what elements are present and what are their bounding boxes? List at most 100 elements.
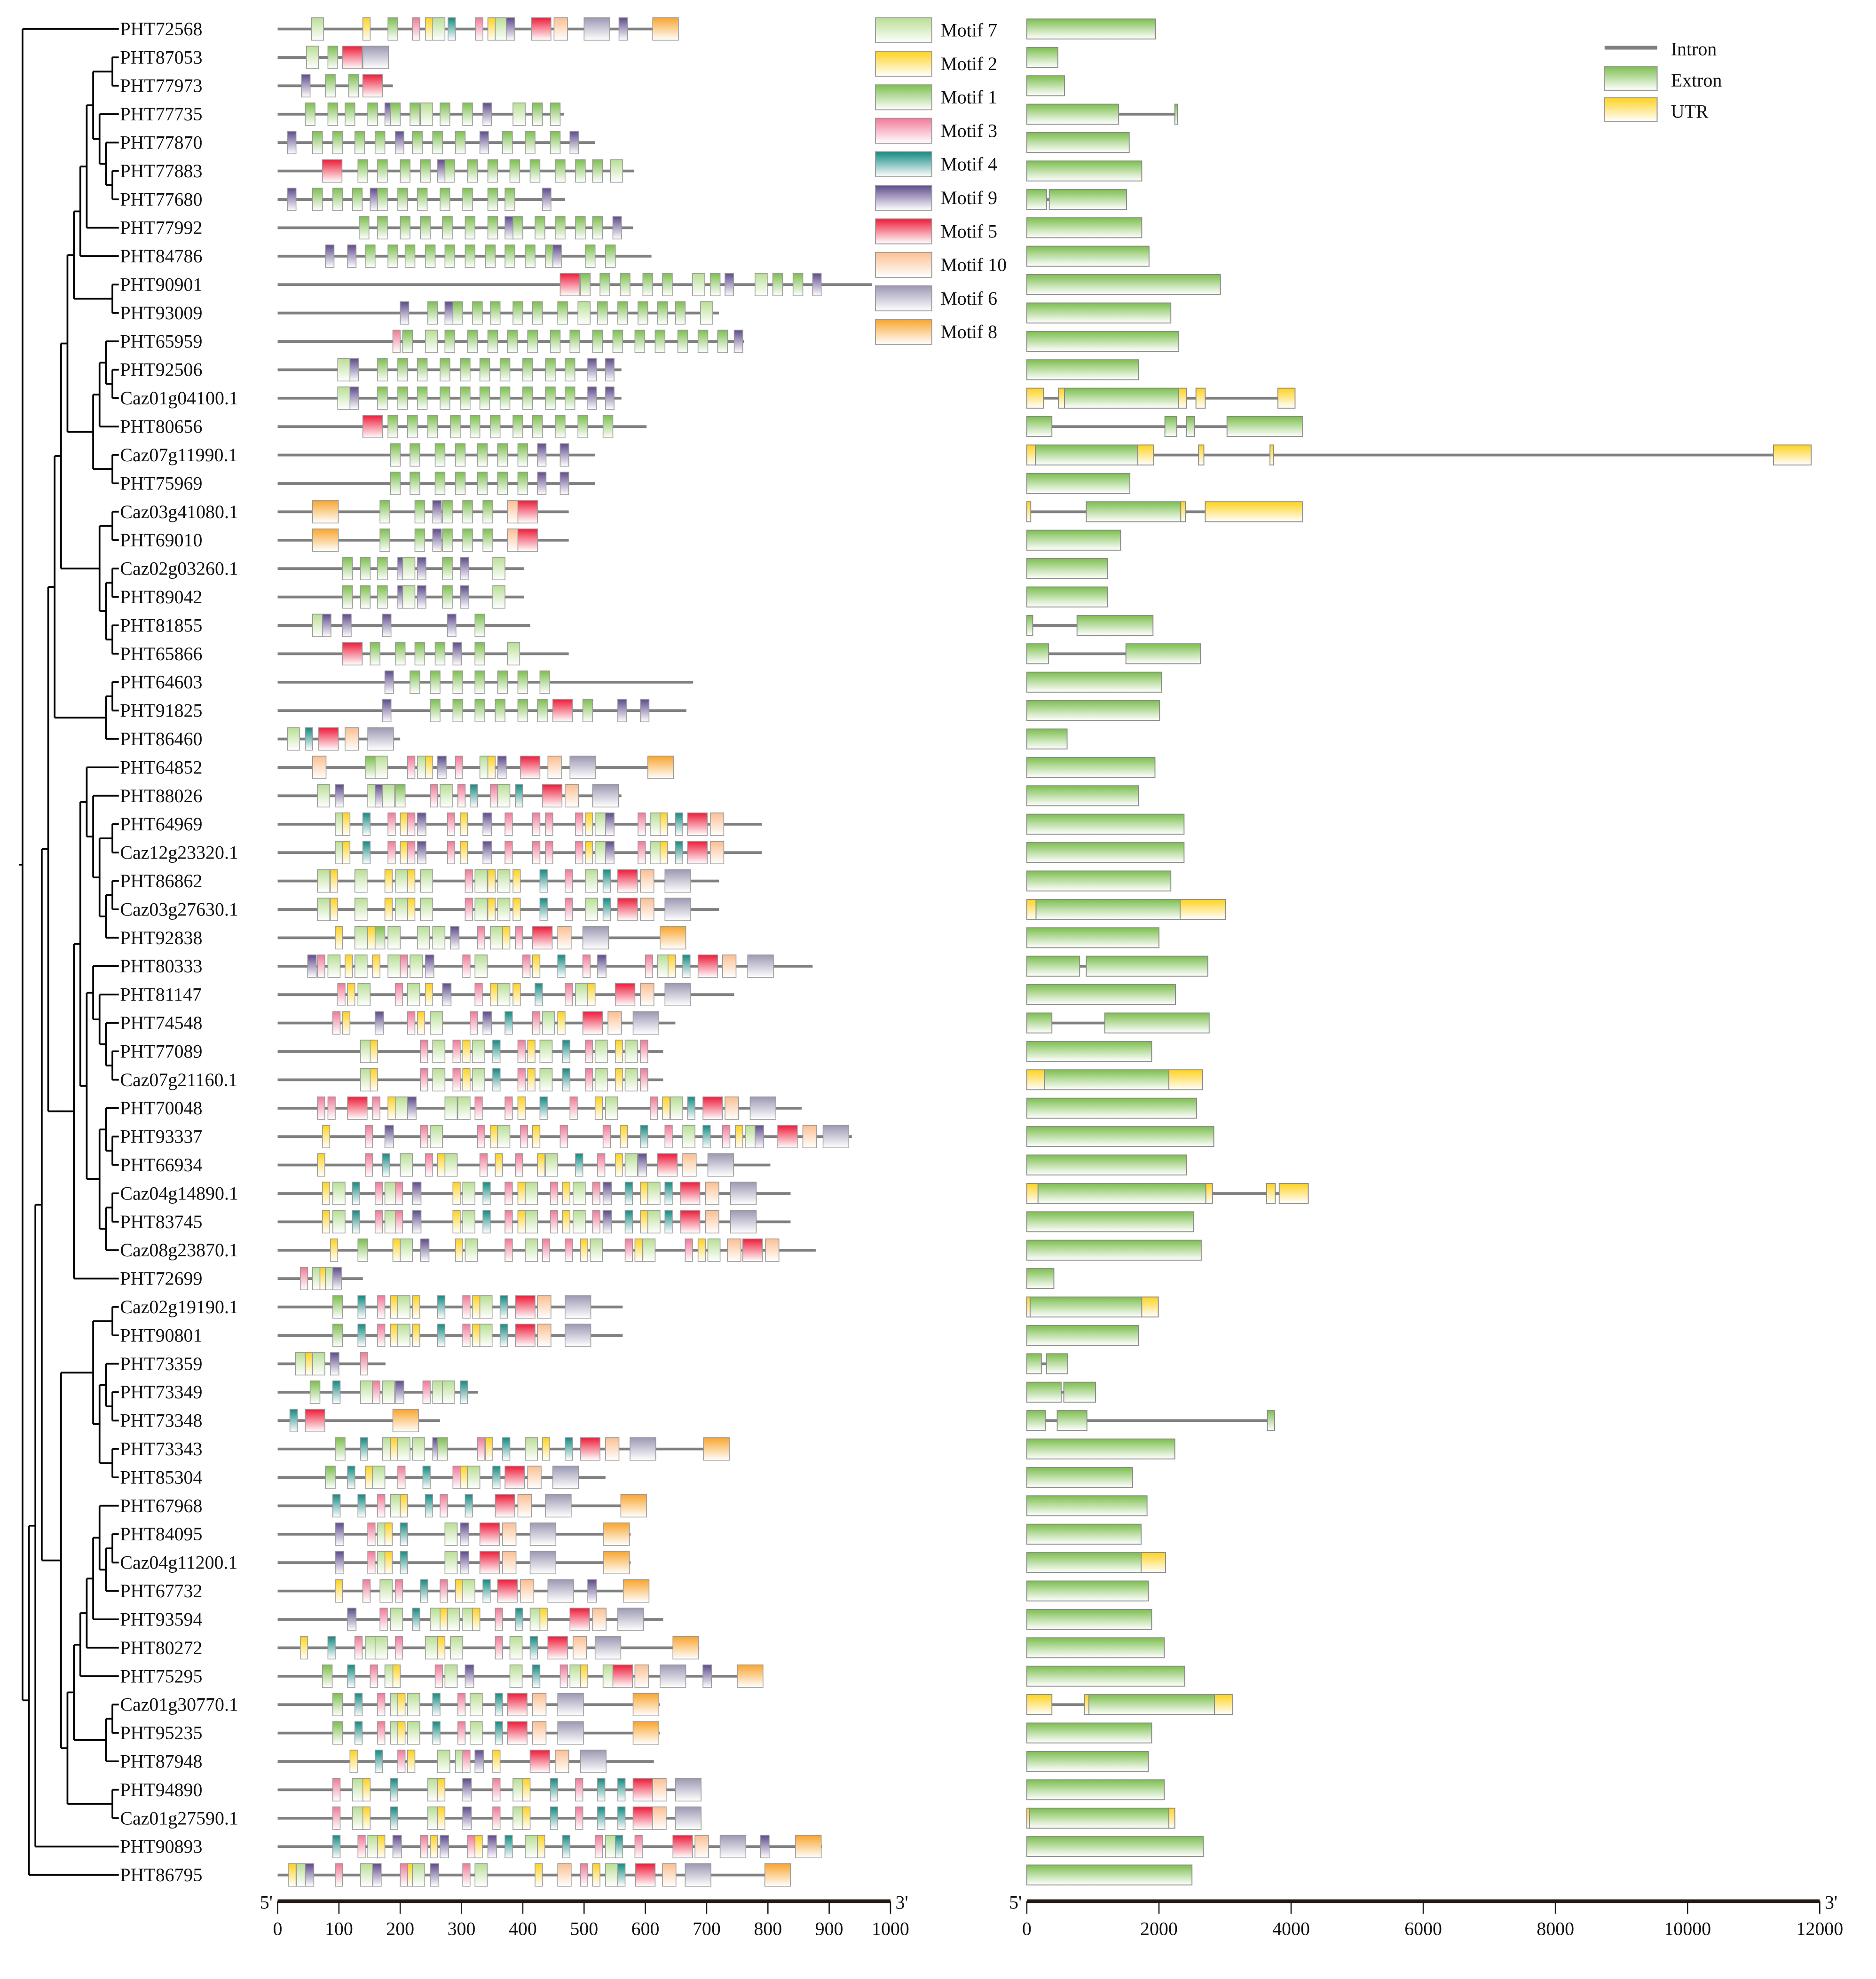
protein-axis-tick-label: 500	[570, 1918, 598, 1939]
motif-7-box	[700, 301, 713, 325]
motif-7-box	[374, 1636, 388, 1660]
motif-7-box	[317, 784, 331, 808]
motif-2-box	[512, 869, 521, 893]
motif-1-box	[414, 642, 426, 666]
motif-2-box	[437, 1778, 446, 1802]
motif-2-box	[390, 1437, 398, 1461]
motif-1-box	[575, 159, 586, 183]
exon-box	[1086, 955, 1208, 977]
motif-4-box	[640, 1125, 648, 1149]
motif-4-box	[354, 1721, 363, 1745]
exon-box	[1026, 1637, 1165, 1658]
motif-3-box	[462, 1295, 471, 1319]
motif-9-box	[482, 1011, 492, 1035]
motif-3-box	[407, 812, 416, 836]
motif-9-box	[482, 102, 492, 126]
gene-row: PHT73343	[120, 1437, 1175, 1461]
gene-row: PHT77089	[120, 1040, 1152, 1063]
exon-box	[1086, 501, 1182, 522]
motif-9-box	[552, 244, 562, 268]
motif-5-box	[347, 1096, 368, 1120]
gene-row: PHT72568	[120, 17, 1156, 41]
motif-7-box	[397, 1324, 410, 1347]
motif-1-box	[430, 670, 441, 694]
motif-1-box	[467, 159, 478, 183]
protein-axis-tick-label: 700	[693, 1918, 721, 1939]
motif-2-box	[365, 1466, 373, 1489]
motif-1-box	[377, 386, 388, 410]
motif-7-box	[412, 1437, 426, 1461]
motif-4-box	[352, 1210, 360, 1234]
motif-1-box	[452, 699, 463, 723]
motif-1-box	[638, 301, 648, 325]
gene-name: PHT69010	[120, 529, 202, 551]
gene-row: Caz02g19190.1	[120, 1295, 1159, 1319]
motif-1-box	[377, 216, 388, 240]
gene-name: PHT88026	[120, 785, 202, 806]
motif-5-box	[532, 926, 553, 950]
exon-box	[1026, 1353, 1042, 1374]
gene-row: Caz01g30770.1	[120, 1693, 1233, 1717]
motif-6-box	[730, 1182, 757, 1205]
exon-box	[1026, 927, 1159, 948]
motif-3-box	[407, 1011, 416, 1035]
motif-7-box	[542, 1011, 555, 1035]
gene-name: PHT81147	[120, 984, 202, 1005]
motif-1-box	[569, 330, 580, 353]
motif-5-box	[680, 1182, 701, 1205]
motif-3-box	[332, 1778, 341, 1802]
motif-4-box	[305, 727, 313, 751]
gene-name: PHT75969	[120, 473, 202, 494]
motif-1-box	[367, 102, 378, 126]
motif-4-box	[504, 1011, 513, 1035]
exon-box	[1026, 274, 1221, 295]
motif-3-box	[430, 784, 438, 808]
motif-7-box	[306, 46, 319, 69]
protein-axis-tick-label: 200	[386, 1918, 414, 1939]
motif-6-box	[529, 1551, 557, 1575]
motif-6-box	[822, 1125, 850, 1149]
motif-7-box	[444, 1664, 458, 1688]
motif-6-box	[529, 1522, 557, 1546]
motif-4-box	[492, 1040, 501, 1063]
exon-box	[1026, 813, 1185, 835]
motif-4-box	[374, 1750, 383, 1773]
motif-9-box	[702, 1664, 712, 1688]
motif-3-box	[640, 1068, 648, 1092]
motif-7-box	[432, 17, 446, 41]
motif-10-box	[527, 1466, 542, 1489]
motif-10-box	[553, 17, 568, 41]
gene-row: PHT86862	[120, 869, 1172, 893]
gene-name: PHT77973	[120, 75, 202, 96]
motif-3-box	[332, 1806, 341, 1830]
utr-box	[1179, 899, 1226, 920]
motif-4-box	[382, 1153, 390, 1177]
motif-9-box	[602, 1210, 612, 1234]
motif-1-box	[427, 301, 438, 325]
gene-name: PHT77089	[120, 1041, 202, 1062]
motif-8-box	[620, 1494, 647, 1518]
motif-7-box	[509, 1664, 523, 1688]
motif-7-box	[642, 1238, 656, 1262]
motif-1-box	[490, 415, 501, 438]
motif-1-box	[352, 188, 363, 211]
motif-7-box	[312, 1352, 325, 1376]
motif-2-box	[288, 1863, 297, 1887]
gene-name: PHT67968	[120, 1495, 202, 1516]
motif-1-box	[792, 273, 804, 296]
gene-row: PHT64852	[120, 756, 1156, 779]
protein-axis-3prime-label: 3'	[896, 1892, 908, 1913]
motif-1-box	[497, 670, 508, 694]
motif-2-box	[437, 1636, 446, 1660]
motif-7-box	[390, 1608, 403, 1631]
motif-10-box	[557, 926, 572, 950]
motif-1-box	[612, 330, 623, 353]
motif-4-box	[460, 1380, 468, 1404]
exon-box	[1026, 785, 1139, 806]
motif-2-box	[362, 17, 371, 41]
motif-3-box	[377, 1494, 386, 1518]
motif-6-box	[617, 1608, 644, 1631]
motif-1-box	[474, 699, 485, 723]
gene-row: PHT77735	[120, 102, 1178, 126]
motif-4-box	[504, 1835, 513, 1859]
